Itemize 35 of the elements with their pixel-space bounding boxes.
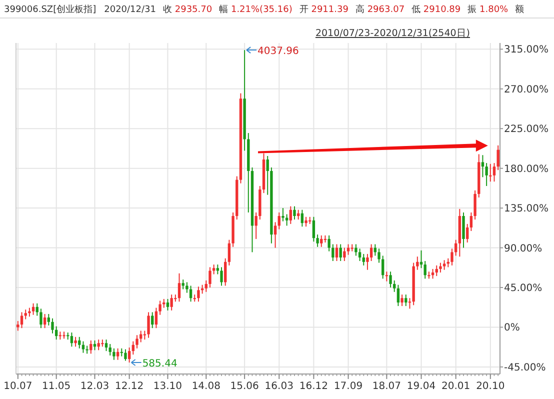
ytick: 225.00%: [504, 124, 548, 136]
xtick: 17.09: [334, 381, 363, 392]
xtick: 14.08: [192, 381, 220, 392]
xtick: 20.01: [442, 381, 470, 392]
xtick: 19.04: [406, 381, 436, 392]
xtick: 16.03: [264, 381, 294, 392]
ytick: 45.00%: [504, 283, 542, 294]
xtick: 16.12: [299, 381, 328, 392]
header-item: 振 1.80%: [468, 5, 508, 15]
ytick: 180.00%: [504, 164, 548, 175]
xtick: 18.07: [372, 381, 401, 392]
xtick: 10.07: [4, 381, 32, 392]
annotation: 4037.96: [258, 46, 299, 58]
annotation: 585.44: [142, 358, 178, 370]
ytick: 315.00%: [504, 44, 548, 56]
ytick: 0%: [504, 322, 520, 334]
xtick: 12.03: [80, 381, 110, 392]
xtick: 20.10: [476, 381, 505, 392]
xtick: 12.12: [115, 381, 144, 392]
header-item: 收 2935.70: [163, 5, 212, 15]
header-item: 高 2963.07: [355, 5, 405, 15]
header-item: 2020/12/31: [104, 5, 156, 15]
header-item: 低 2910.89: [412, 5, 461, 15]
xtick: 15.06: [230, 381, 259, 392]
title: 399006.SZ[创业板指]: [4, 5, 96, 15]
ytick: -45.00%: [504, 362, 546, 374]
ytick: 270.00%: [504, 84, 548, 96]
header-item: 幅 1.21%(35.16): [219, 5, 292, 15]
subtitle: 2010/07/23-2020/12/31(2540日): [315, 28, 470, 39]
header-item: 开 2911.39: [299, 5, 348, 15]
xtick: 13.10: [153, 381, 182, 392]
ytick: 135.00%: [504, 204, 548, 215]
header-item: 额: [515, 5, 524, 15]
xtick: 11.05: [42, 381, 71, 392]
ytick: 90.00%: [504, 243, 542, 254]
